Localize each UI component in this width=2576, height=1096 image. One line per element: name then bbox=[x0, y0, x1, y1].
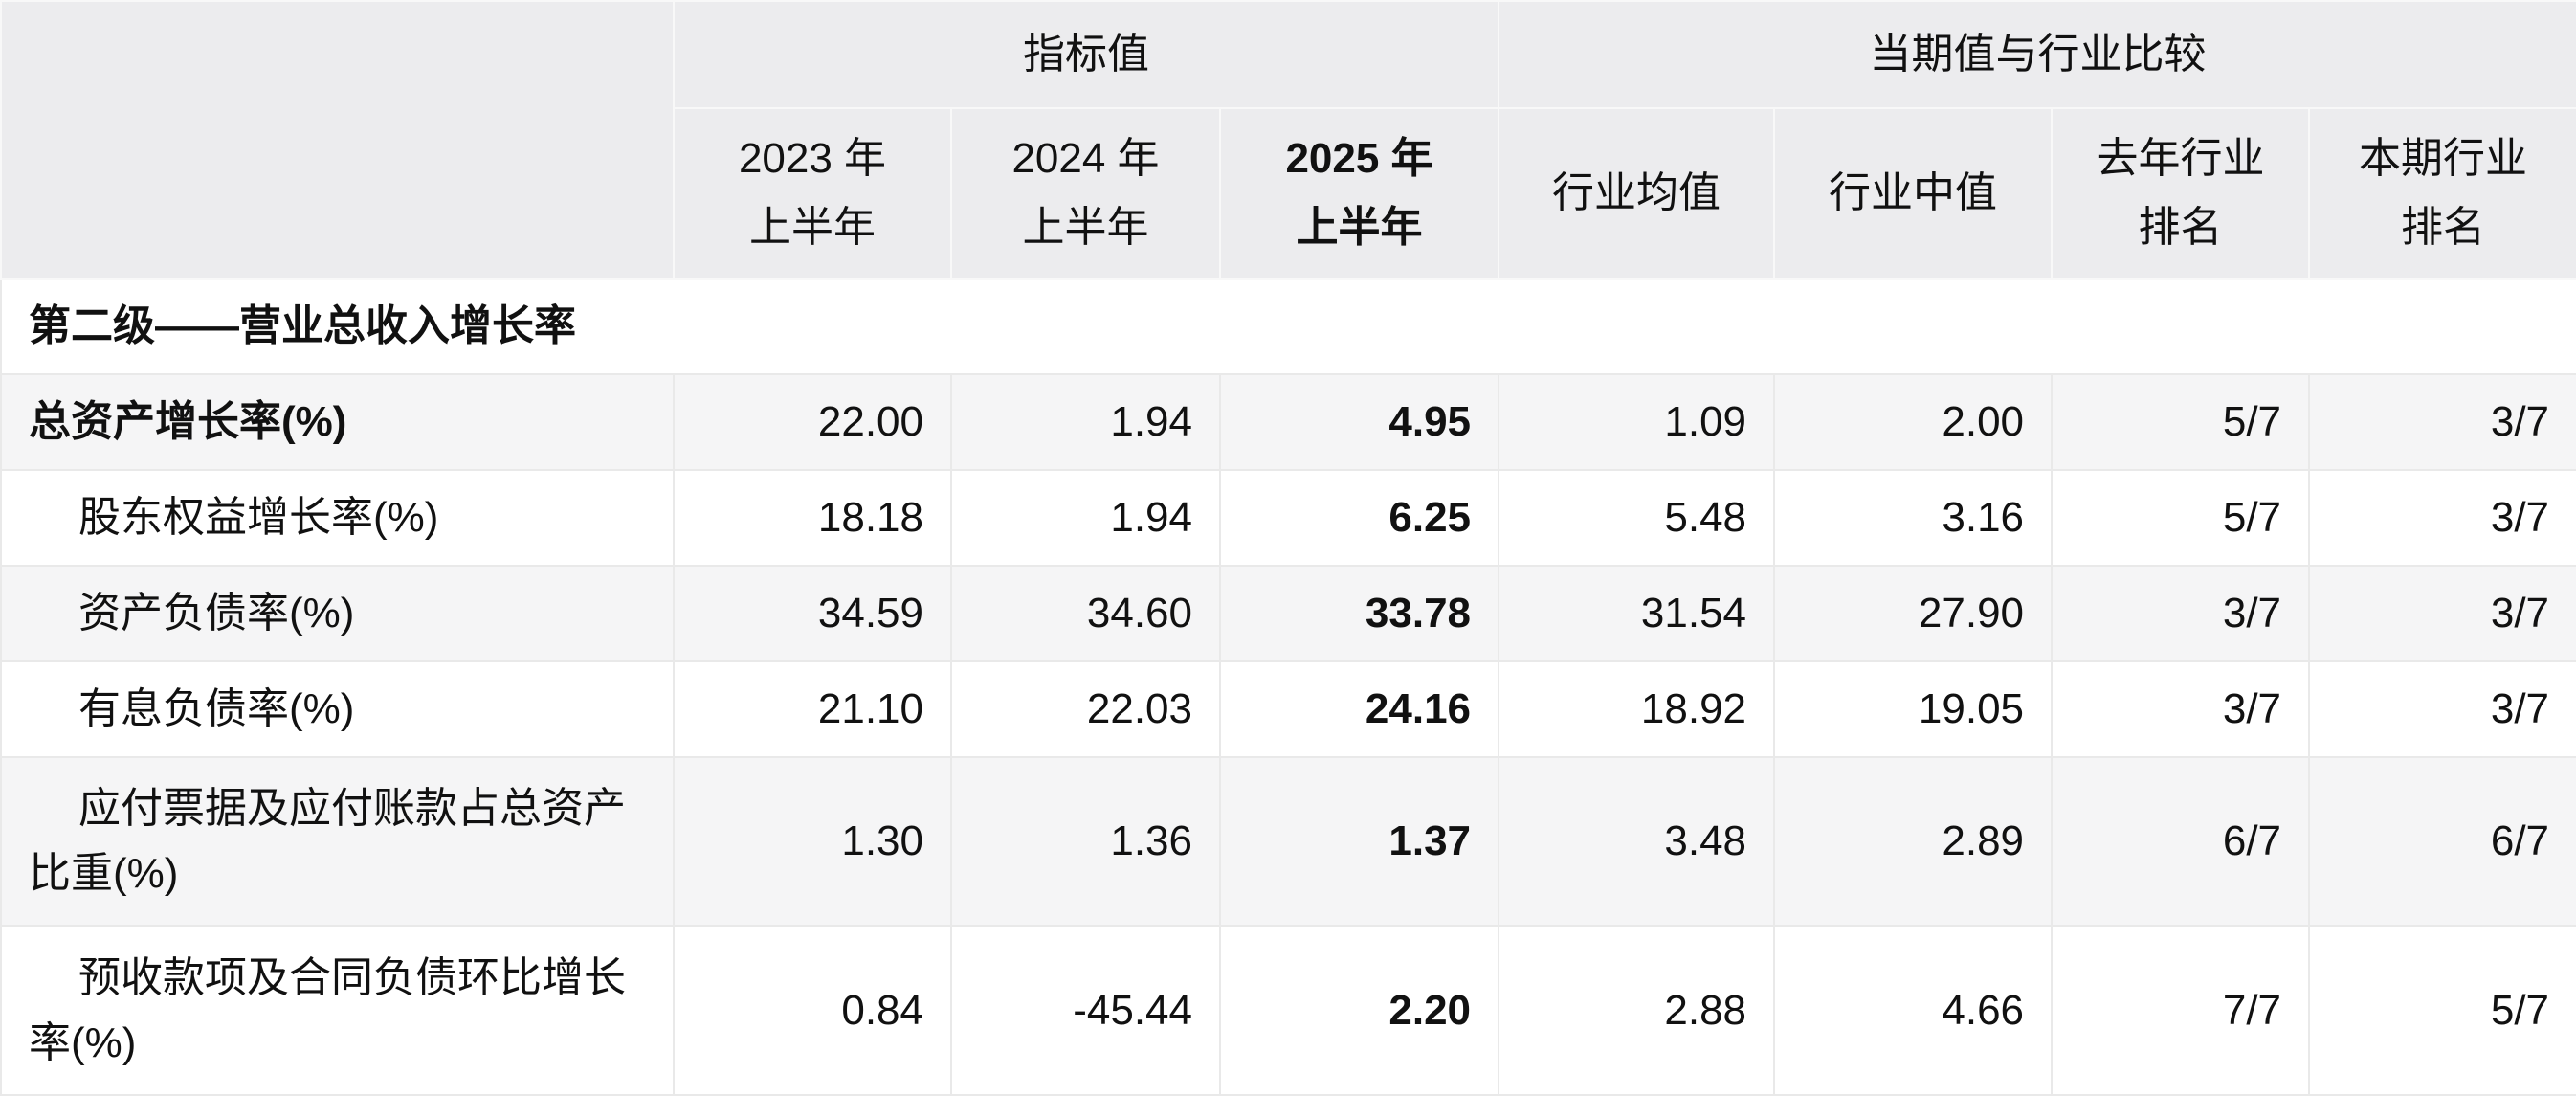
cell-2025: 1.37 bbox=[1218, 756, 1500, 927]
cell-industry-median: 27.90 bbox=[1773, 565, 2054, 662]
cell-lastyear-rank: 6/7 bbox=[2051, 756, 2311, 927]
cell-2023: 18.18 bbox=[673, 469, 952, 567]
cell-2023: 34.59 bbox=[673, 565, 952, 662]
cell-industry-mean: 18.92 bbox=[1498, 660, 1776, 758]
cell-current-rank: 3/7 bbox=[2308, 469, 2576, 567]
cell-current-rank: 3/7 bbox=[2308, 660, 2576, 758]
cell-2024: -45.44 bbox=[950, 925, 1221, 1096]
row-label: 有息负债率(%) bbox=[0, 660, 675, 758]
cell-lastyear-rank: 7/7 bbox=[2051, 925, 2311, 1096]
col-header-industry-median: 行业中值 bbox=[1773, 107, 2054, 280]
cell-current-rank: 3/7 bbox=[2308, 565, 2576, 662]
cell-2025: 24.16 bbox=[1218, 660, 1500, 758]
header-group-indicator-value: 指标值 bbox=[672, 0, 1500, 109]
table-body: 第二级——营业总收入增长率 总资产增长率(%) 22.00 1.94 4.95 … bbox=[0, 278, 2576, 1096]
cell-lastyear-rank: 5/7 bbox=[2051, 469, 2311, 567]
cell-current-rank: 6/7 bbox=[2308, 756, 2576, 927]
cell-lastyear-rank: 3/7 bbox=[2051, 660, 2311, 758]
cell-lastyear-rank: 5/7 bbox=[2051, 373, 2311, 471]
cell-2025: 33.78 bbox=[1218, 565, 1500, 662]
row-label: 预收款项及合同负债环比增长 率(%) bbox=[0, 925, 675, 1096]
table-row: 有息负债率(%) 21.10 22.03 24.16 18.92 19.05 3… bbox=[0, 660, 2576, 758]
cell-industry-mean: 3.48 bbox=[1498, 756, 1776, 927]
cell-2023: 0.84 bbox=[673, 925, 952, 1096]
cell-industry-median: 19.05 bbox=[1773, 660, 2054, 758]
cell-2025: 4.95 bbox=[1218, 373, 1500, 471]
row-label: 总资产增长率(%) bbox=[0, 373, 675, 471]
cell-current-rank: 5/7 bbox=[2308, 925, 2576, 1096]
cell-2024: 1.94 bbox=[950, 469, 1221, 567]
cell-lastyear-rank: 3/7 bbox=[2051, 565, 2311, 662]
col-header-industry-mean: 行业均值 bbox=[1498, 107, 1776, 280]
header-group-industry-compare: 当期值与行业比较 bbox=[1498, 0, 2576, 109]
cell-2024: 22.03 bbox=[950, 660, 1221, 758]
table-header: 指标值 当期值与行业比较 2023 年 上半年 2024 年 上半年 2025 … bbox=[0, 0, 2576, 280]
cell-2024: 34.60 bbox=[950, 565, 1221, 662]
col-header-2025-h1: 2025 年 上半年 bbox=[1218, 107, 1500, 280]
col-header-2024-h1: 2024 年 上半年 bbox=[950, 107, 1221, 280]
cell-industry-mean: 2.88 bbox=[1498, 925, 1776, 1096]
cell-industry-median: 2.89 bbox=[1773, 756, 2054, 927]
cell-2025: 6.25 bbox=[1218, 469, 1500, 567]
table-row: 预收款项及合同负债环比增长 率(%) 0.84 -45.44 2.20 2.88… bbox=[0, 925, 2576, 1096]
cell-2023: 1.30 bbox=[673, 756, 952, 927]
cell-industry-median: 2.00 bbox=[1773, 373, 2054, 471]
cell-2024: 1.36 bbox=[950, 756, 1221, 927]
row-label: 股东权益增长率(%) bbox=[0, 469, 675, 567]
col-header-lastyear-rank: 去年行业 排名 bbox=[2051, 107, 2311, 280]
cell-industry-mean: 5.48 bbox=[1498, 469, 1776, 567]
table-row: 股东权益增长率(%) 18.18 1.94 6.25 5.48 3.16 5/7… bbox=[0, 469, 2576, 567]
row-label: 资产负债率(%) bbox=[0, 565, 675, 662]
section-row: 第二级——营业总收入增长率 bbox=[0, 278, 2576, 375]
cell-2025: 2.20 bbox=[1218, 925, 1500, 1096]
table-row: 总资产增长率(%) 22.00 1.94 4.95 1.09 2.00 5/7 … bbox=[0, 373, 2576, 471]
section-title: 第二级——营业总收入增长率 bbox=[0, 278, 2576, 375]
cell-industry-median: 3.16 bbox=[1773, 469, 2054, 567]
col-header-2023-h1: 2023 年 上半年 bbox=[673, 107, 952, 280]
header-corner-cell bbox=[0, 0, 675, 280]
row-label: 应付票据及应付账款占总资产 比重(%) bbox=[0, 756, 675, 927]
cell-2023: 22.00 bbox=[673, 373, 952, 471]
cell-industry-mean: 31.54 bbox=[1498, 565, 1776, 662]
cell-2023: 21.10 bbox=[673, 660, 952, 758]
cell-2024: 1.94 bbox=[950, 373, 1221, 471]
header-columns-row: 2023 年 上半年 2024 年 上半年 2025 年 上半年 行业均值 行业… bbox=[1, 107, 2576, 280]
col-header-current-rank: 本期行业 排名 bbox=[2308, 107, 2576, 280]
cell-industry-mean: 1.09 bbox=[1498, 373, 1776, 471]
table-row: 资产负债率(%) 34.59 34.60 33.78 31.54 27.90 3… bbox=[0, 565, 2576, 662]
header-group-row: 指标值 当期值与行业比较 bbox=[0, 0, 2576, 280]
cell-industry-median: 4.66 bbox=[1773, 925, 2054, 1096]
cell-current-rank: 3/7 bbox=[2308, 373, 2576, 471]
table-row: 应付票据及应付账款占总资产 比重(%) 1.30 1.36 1.37 3.48 … bbox=[0, 756, 2576, 927]
